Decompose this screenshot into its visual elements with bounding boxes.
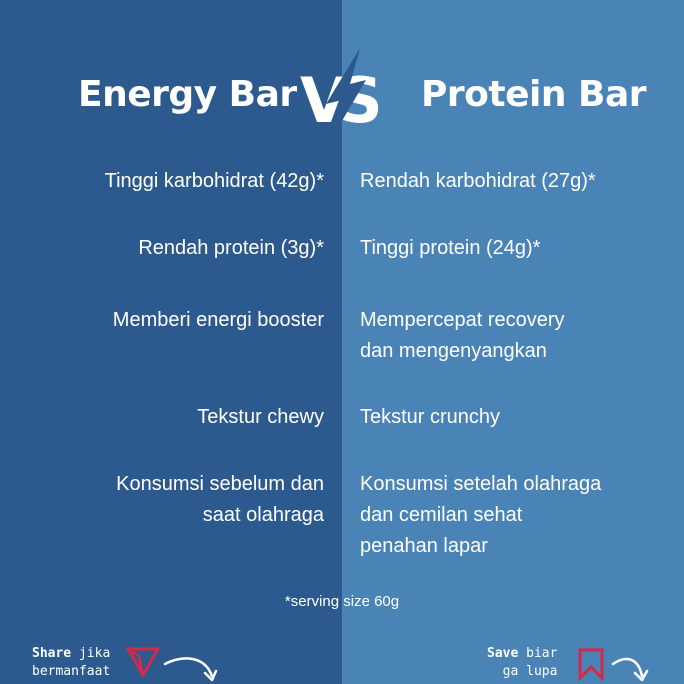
share-line-1: Share jika bbox=[32, 645, 110, 663]
row-line: Mempercepat recovery bbox=[360, 309, 565, 331]
row-line: Memberi energi booster bbox=[112, 309, 324, 331]
bookmark-icon bbox=[578, 648, 604, 681]
row-line: penahan lapar bbox=[360, 535, 488, 557]
row-line: Tekstur crunchy bbox=[360, 406, 501, 428]
protein-row-carbs: Rendah karbohidrat (27g)* bbox=[360, 166, 596, 197]
row-line: dan mengenyangkan bbox=[360, 340, 547, 362]
share-cta[interactable]: Share jika bermanfaat bbox=[32, 645, 110, 681]
energy-row-timing: Konsumsi sebelum dan saat olahraga bbox=[116, 469, 324, 531]
right-panel bbox=[342, 0, 684, 684]
protein-row-benefit: Mempercepat recovery dan mengenyangkan bbox=[360, 305, 565, 367]
save-line-2: ga lupa bbox=[502, 664, 558, 679]
share-line-2: bermanfaat bbox=[32, 664, 111, 679]
energy-row-carbs: Tinggi karbohidrat (42g)* bbox=[105, 166, 324, 197]
save-rest: biar bbox=[518, 646, 558, 661]
energy-row-benefit: Memberi energi booster bbox=[113, 305, 324, 336]
energy-bar-title: Energy Bar bbox=[78, 74, 297, 115]
save-line-1: Save biar bbox=[487, 645, 557, 663]
protein-bar-title: Protein Bar bbox=[421, 74, 646, 115]
share-bold: Share bbox=[32, 646, 72, 661]
row-line: Konsumsi sebelum dan bbox=[116, 473, 324, 495]
row-line: saat olahraga bbox=[202, 504, 324, 526]
protein-row-texture: Tekstur crunchy bbox=[360, 402, 500, 433]
vs-logo-icon: VS bbox=[300, 48, 389, 138]
row-line: Rendah protein (3g)* bbox=[138, 237, 324, 259]
curved-arrow-icon bbox=[163, 657, 218, 682]
row-line: Tekstur chewy bbox=[197, 406, 324, 428]
row-line: Tinggi protein (24g)* bbox=[360, 237, 541, 259]
save-cta[interactable]: Save biar ga lupa bbox=[487, 645, 557, 681]
save-bold: Save bbox=[487, 646, 519, 661]
left-panel bbox=[0, 0, 342, 684]
share-rest: jika bbox=[71, 646, 111, 661]
curved-arrow-icon bbox=[611, 657, 649, 682]
protein-row-timing: Konsumsi setelah olahraga dan cemilan se… bbox=[360, 469, 601, 562]
row-line: dan cemilan sehat bbox=[360, 504, 523, 526]
energy-row-texture: Tekstur chewy bbox=[197, 402, 324, 433]
serving-size-footnote: *serving size 60g bbox=[284, 593, 400, 610]
row-line: Rendah karbohidrat (27g)* bbox=[360, 170, 596, 192]
row-line: Konsumsi setelah olahraga bbox=[360, 473, 602, 495]
row-line: Tinggi karbohidrat (42g)* bbox=[104, 170, 324, 192]
protein-row-protein: Tinggi protein (24g)* bbox=[360, 233, 540, 264]
energy-row-protein: Rendah protein (3g)* bbox=[138, 233, 324, 264]
triangle-share-icon bbox=[126, 647, 160, 678]
